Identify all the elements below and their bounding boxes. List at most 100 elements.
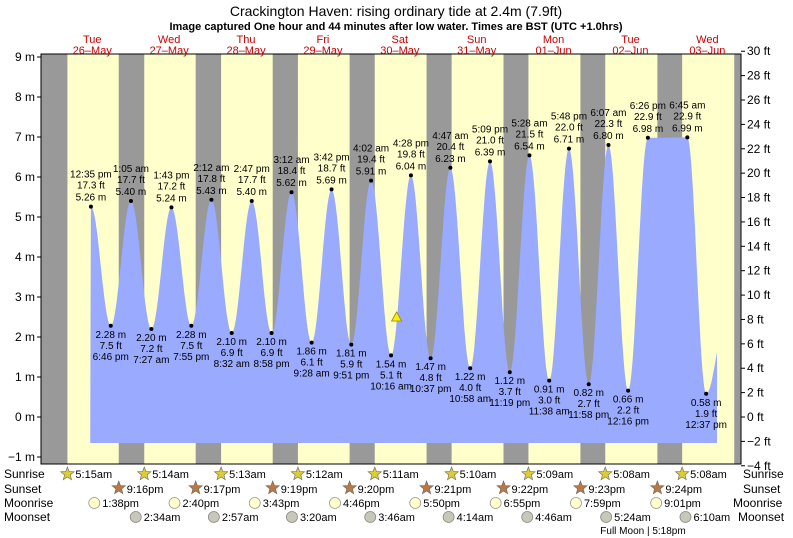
low-tide-ft: 2.7 ft — [578, 399, 600, 410]
y-tick-label-ft: 6 ft — [747, 337, 764, 351]
day-weekday: Tue — [621, 34, 640, 46]
sunrise-icon — [674, 466, 690, 481]
sunrise-time: 5:10am — [460, 469, 497, 481]
sunrise-icon — [520, 466, 536, 481]
tide-area — [90, 137, 717, 443]
low-tide-point — [189, 323, 194, 328]
low-tide-point — [309, 340, 314, 345]
high-tide-m: 5.40 m — [116, 187, 147, 198]
moonset-time: 2:57am — [222, 512, 259, 524]
moonset-time: 4:46am — [535, 512, 572, 524]
high-tide-time: 4:02 am — [353, 144, 389, 155]
low-tide-ft: 6.1 ft — [300, 358, 322, 369]
low-tide-time: 11:38 am — [529, 407, 570, 418]
sun-moon-rows: Sunrise Sunset Moonrise Moonset Sunrise … — [4, 466, 785, 537]
y-tick-label-m: 8 m — [15, 90, 35, 104]
sunrise-time: 5:09am — [536, 469, 573, 481]
moonrise-time: 6:55pm — [504, 498, 541, 510]
low-tide-m: 2.28 m — [176, 330, 207, 341]
moonrise-icon — [489, 497, 502, 509]
sunset-time: 9:22pm — [512, 484, 549, 496]
y-tick-label-m: 7 m — [15, 130, 35, 144]
high-tide-ft: 21.5 ft — [516, 129, 544, 140]
high-tide-point — [128, 199, 133, 203]
high-tide-ft: 20.4 ft — [436, 142, 464, 153]
high-tide-time: 12:35 pm — [70, 170, 112, 181]
high-tide-time: 2:12 am — [193, 163, 229, 174]
day-date: 28–May — [226, 45, 266, 57]
high-tide-point — [408, 173, 413, 178]
sunrise-icon — [213, 466, 229, 481]
y-tick-label-ft: 10 ft — [747, 288, 771, 302]
low-tide-point — [507, 370, 512, 375]
sunset-icon — [342, 480, 358, 495]
day-labels: Tue26–MayWed27–MayThu28–MayFri29–MaySat3… — [73, 34, 726, 57]
high-tide-time: 3:42 pm — [314, 152, 350, 163]
sunset-label-left: Sunset — [4, 482, 42, 496]
sunset-icon — [111, 480, 127, 495]
high-tide-point — [209, 197, 214, 202]
high-tide-time: 6:45 am — [669, 100, 705, 111]
high-tide-m: 5.26 m — [76, 193, 107, 204]
chart-subtitle: Image captured One hour and 44 minutes a… — [169, 21, 622, 33]
high-tide-ft: 17.8 ft — [198, 174, 226, 185]
sunset-time: 9:19pm — [281, 484, 318, 496]
high-tide-point — [487, 159, 492, 164]
low-tide-m: 1.12 m — [494, 376, 525, 387]
axes: 9 m 8 m 7 m 6 m 5 m 4 m 3 m 2 m 1 m 0 m −1 m 30 ft 2… — [8, 44, 771, 473]
low-tide-time: 12:16 pm — [607, 417, 649, 428]
low-tide-m: 1.81 m — [336, 349, 367, 360]
day-date: 30–May — [380, 45, 420, 57]
moonset-time: 6:10am — [693, 512, 730, 524]
y-tick-label-m: −1 m — [8, 450, 35, 464]
high-tide-m: 5.62 m — [276, 178, 307, 189]
sunrise-time: 5:08am — [690, 469, 727, 481]
y-tick-label-ft: 0 ft — [747, 410, 764, 424]
low-tide-time: 7:27 am — [133, 355, 169, 366]
low-tide-m: 0.58 m — [691, 398, 722, 409]
low-tide-m: 1.47 m — [415, 362, 446, 373]
high-tide-m: 5.43 m — [196, 186, 227, 197]
low-tide-point — [269, 331, 274, 335]
day-weekday: Sat — [392, 34, 409, 46]
low-tide-ft: 7.2 ft — [140, 344, 162, 355]
high-tide-m: 6.23 m — [435, 154, 466, 165]
low-tide-point — [468, 366, 473, 371]
sunrise-label-left: Sunrise — [4, 467, 45, 481]
low-tide-point — [229, 331, 234, 335]
moonset-time: 3:46am — [378, 512, 415, 524]
low-tide-ft: 3.7 ft — [499, 387, 521, 398]
y-tick-label-ft: 20 ft — [747, 166, 771, 180]
y-tick-label-ft: 12 ft — [747, 264, 771, 278]
day-date: 31–May — [457, 45, 497, 57]
sunset-icon — [649, 480, 665, 495]
high-tide-point — [566, 146, 571, 151]
low-tide-m: 2.20 m — [136, 333, 167, 344]
high-tide-ft: 18.4 ft — [278, 166, 306, 177]
day-weekday: Mon — [543, 34, 564, 46]
moonrise-icon — [650, 497, 663, 509]
low-tide-ft: 7.5 ft — [100, 341, 122, 352]
sunset-label-right: Sunset — [743, 482, 781, 496]
sunrise-time: 5:12am — [306, 469, 343, 481]
moonrise-time: 3:43pm — [263, 498, 300, 510]
low-tide-point — [108, 323, 113, 328]
sunset-time: 9:23pm — [588, 484, 625, 496]
low-tide-time: 10:37 pm — [410, 384, 452, 395]
y-tick-label-m: 9 m — [15, 50, 35, 64]
low-tide-ft: 3.0 ft — [538, 396, 560, 407]
high-tide-ft: 21.0 ft — [476, 135, 504, 146]
day-date: 27–May — [150, 45, 190, 57]
day-weekday: Thu — [237, 34, 256, 46]
low-tide-time: 8:58 pm — [253, 359, 289, 370]
high-tide-m: 5.91 m — [356, 167, 387, 178]
high-tide-m: 6.98 m — [633, 124, 664, 135]
y-tick-label-m: 2 m — [15, 330, 35, 344]
low-tide-point — [428, 356, 433, 361]
high-tide-point — [169, 205, 174, 210]
y-tick-label-m: 0 m — [15, 410, 35, 424]
high-tide-time: 6:26 pm — [630, 101, 666, 112]
plot-frame — [40, 53, 742, 465]
moonset-icon — [679, 511, 692, 523]
day-weekday: Fri — [317, 34, 330, 46]
